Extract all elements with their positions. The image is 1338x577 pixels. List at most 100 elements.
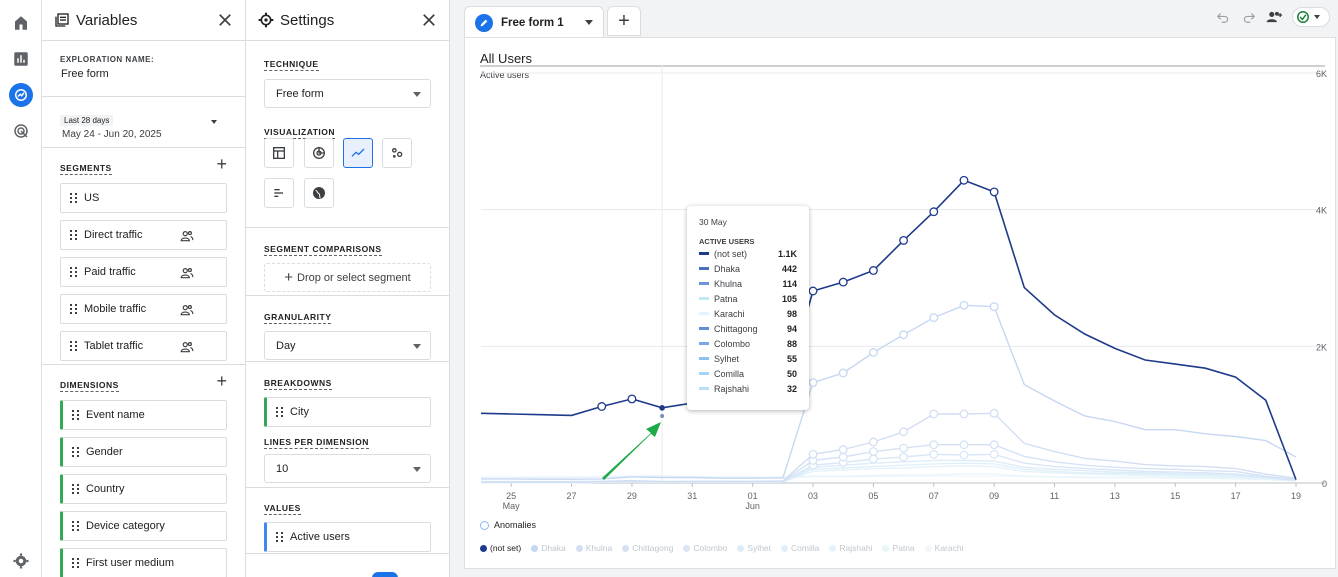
anomaly-point [899,235,909,245]
check-circle-icon [1297,11,1309,23]
anomaly-point [808,449,818,459]
legend-item[interactable]: Rajshahi [829,543,872,553]
legend-item[interactable]: Dhaka [531,543,566,553]
granularity-select[interactable]: Day [264,331,431,360]
user-segment-icon [180,342,194,353]
date-range-picker[interactable]: Last 28 days May 24 - Jun 20, 2025 [42,97,245,148]
anomaly-point [959,450,969,460]
tooltip-row: Rajshahi 32 [699,381,797,396]
advertising-icon[interactable] [9,119,33,143]
anomaly-point [899,427,909,437]
plus-icon: + [284,269,294,286]
add-tab-button[interactable]: + [607,6,641,36]
table-viz-icon[interactable] [264,138,294,168]
segment-label: US [84,192,100,204]
drag-handle-icon[interactable] [72,410,80,420]
technique-label: TECHNIQUE [264,59,319,71]
segment-chip[interactable]: Paid traffic [60,257,227,287]
values-section: VALUES Active users [246,488,449,554]
x-tick-label: 07 [929,491,939,501]
left-nav-rail [0,0,42,577]
series-line [481,473,1297,482]
home-icon[interactable] [9,11,33,35]
legend-item[interactable]: (not set) [480,543,521,553]
legend-item[interactable]: Chittagong [622,543,673,553]
date-range-badge: Last 28 days [60,115,114,126]
series-swatch [699,357,709,360]
drag-handle-icon[interactable] [72,447,80,457]
drag-handle-icon[interactable] [70,230,78,240]
segment-chip[interactable]: Direct traffic [60,220,227,250]
drag-handle-icon[interactable] [276,407,284,417]
segment-chip[interactable]: Tablet traffic [60,331,227,361]
dimension-chip[interactable]: Gender [60,437,227,467]
legend-label: Patna [892,543,915,553]
dimension-chip[interactable]: Device category [60,511,227,541]
drag-handle-icon[interactable] [72,521,80,531]
breakdown-chip-city[interactable]: City [264,397,431,427]
lines-per-dimension-select[interactable]: 10 [264,454,431,483]
segments-label: SEGMENTS [60,163,112,175]
add-dimension-icon[interactable]: + [216,371,227,391]
legend-item[interactable]: Comilla [781,543,819,553]
legend-item[interactable]: Sylhet [737,543,771,553]
legend-item[interactable]: Colombo [683,543,727,553]
line-viz-icon[interactable] [343,138,373,168]
status-menu-button[interactable] [1292,7,1330,27]
drag-handle-icon[interactable] [70,193,78,203]
dimensions-section: DIMENSIONS + Event name Gender Country Devi… [42,365,245,577]
legend-item[interactable]: Karachi [924,543,963,553]
drag-handle-icon[interactable] [70,341,78,351]
close-settings-icon[interactable] [420,11,438,29]
anomaly-point [868,437,878,447]
tooltip-date: 30 May [699,217,727,227]
add-segment-icon[interactable]: + [216,154,227,174]
tooltip-series-name: Khulna [714,278,743,289]
tooltip-row: Dhaka 442 [699,261,797,276]
drag-handle-icon[interactable] [72,558,80,568]
tab-name: Free form 1 [501,16,564,29]
legend-item[interactable]: Khulna [575,543,612,553]
drag-handle-icon[interactable] [70,304,78,314]
technique-select[interactable]: Free form [264,79,431,108]
drag-handle-icon[interactable] [70,267,78,277]
dimension-chip[interactable]: Event name [60,400,227,430]
drag-handle-icon[interactable] [72,484,80,494]
dimension-chip[interactable]: First user medium [60,548,227,577]
legend-item[interactable]: Patna [882,543,915,553]
x-tick-label: 09 [989,491,999,501]
tab-free-form-1[interactable]: Free form 1 [464,6,604,38]
donut-viz-icon[interactable] [304,138,334,168]
values-label: VALUES [264,503,301,515]
scatter-viz-icon[interactable] [382,138,412,168]
redo-icon[interactable] [1240,8,1258,26]
segment-chip[interactable]: Mobile traffic [60,294,227,324]
dimension-chip[interactable]: Country [60,474,227,504]
date-range-value: May 24 - Jun 20, 2025 [62,129,162,140]
reports-icon[interactable] [9,47,33,71]
tab-menu-caret-icon[interactable] [585,20,593,25]
x-tick-label: 17 [1231,491,1241,501]
settings-icon[interactable] [9,549,33,573]
tooltip-series-value: 98 [786,308,797,319]
tooltip-series-name: Patna [714,293,738,304]
share-users-icon[interactable] [1266,8,1284,26]
value-chip-active-users[interactable]: Active users [264,522,431,552]
tooltip-series-value: 1.1K [777,248,797,259]
segment-chip[interactable]: US [60,183,227,213]
close-variables-icon[interactable] [216,11,234,29]
toggle-switch[interactable] [372,572,398,577]
undo-icon[interactable] [1214,8,1232,26]
tooltip-series-value: 32 [786,383,797,394]
legend-dot [622,544,630,552]
segment-label: Paid traffic [84,266,136,278]
anomaly-point [899,443,909,453]
bar-viz-icon[interactable] [264,178,294,208]
drop-segment-target[interactable]: + Drop or select segment [264,263,431,292]
exploration-name-input[interactable]: Free form [61,68,109,80]
explore-icon[interactable] [9,83,33,107]
tooltip-series-name: Rajshahi [714,383,750,394]
geo-map-viz-icon[interactable] [304,178,334,208]
drag-handle-icon[interactable] [276,532,284,542]
